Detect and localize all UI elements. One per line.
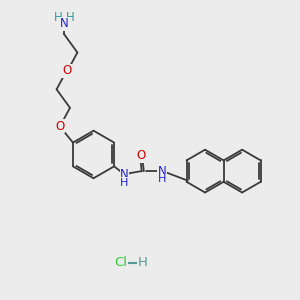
Text: H: H xyxy=(54,11,63,24)
Text: H: H xyxy=(66,11,75,24)
Text: N: N xyxy=(60,17,68,30)
Text: H: H xyxy=(158,174,166,184)
Text: H: H xyxy=(120,178,129,188)
Text: O: O xyxy=(62,64,72,77)
Text: N: N xyxy=(120,168,129,181)
Text: H: H xyxy=(138,256,148,269)
Text: O: O xyxy=(55,120,64,133)
Text: N: N xyxy=(158,165,167,178)
Text: Cl: Cl xyxy=(114,256,127,269)
Text: O: O xyxy=(136,149,146,162)
